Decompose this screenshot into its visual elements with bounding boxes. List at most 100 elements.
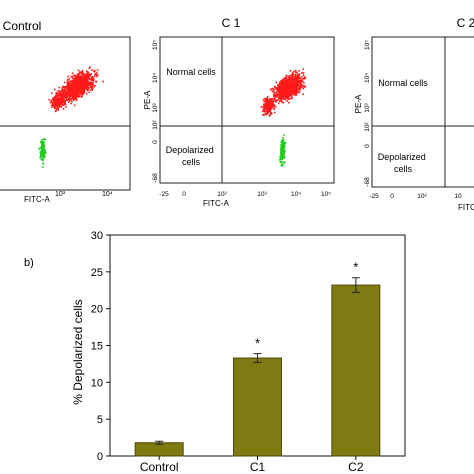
event-dot — [76, 79, 79, 82]
event-dot — [281, 150, 283, 152]
event-dot — [266, 107, 269, 109]
event-dot — [275, 87, 277, 89]
event-dot — [287, 77, 290, 79]
event-dot — [62, 89, 65, 91]
event-dot — [266, 103, 268, 105]
event-dot — [72, 99, 75, 101]
event-dot — [63, 96, 66, 99]
event-dot — [68, 93, 70, 95]
x-axis-label: FITC — [458, 203, 474, 212]
event-dot — [271, 98, 274, 100]
event-dot — [275, 88, 277, 90]
event-dot — [85, 92, 88, 95]
event-dot — [75, 90, 77, 93]
event-dot — [76, 81, 78, 84]
event-dot — [77, 84, 79, 86]
event-dot — [72, 83, 74, 85]
event-dot — [294, 82, 297, 85]
event-dot — [85, 85, 88, 88]
event-dot — [64, 88, 67, 91]
event-dot — [66, 92, 68, 95]
event-dot — [282, 91, 285, 94]
y-tick-label: 0 — [364, 144, 371, 148]
event-dot — [279, 84, 281, 87]
event-dot — [88, 82, 91, 85]
event-dot — [275, 101, 277, 103]
event-dot — [65, 86, 68, 89]
event-dot — [283, 98, 286, 100]
event-dot — [286, 83, 288, 85]
event-dot — [76, 92, 78, 94]
event-dot — [286, 81, 289, 83]
event-dot — [281, 151, 284, 154]
event-dot — [71, 80, 73, 83]
event-dot — [66, 91, 69, 93]
event-dot — [88, 78, 91, 80]
x-tick-label: C2 — [348, 460, 364, 474]
event-dot — [42, 147, 44, 150]
event-dot — [67, 101, 70, 103]
event-dot — [42, 159, 44, 161]
event-dot — [263, 113, 266, 116]
event-dot — [283, 82, 285, 84]
event-dot — [283, 87, 286, 89]
event-dot — [294, 94, 297, 96]
panel-b-label: b) — [24, 257, 34, 269]
event-dot — [284, 161, 286, 164]
event-dot — [284, 96, 287, 98]
x-tick-label: 10⁵ — [321, 191, 331, 198]
event-dot — [267, 109, 269, 111]
event-dot — [282, 93, 285, 96]
event-dot — [71, 77, 74, 79]
event-dot — [273, 86, 276, 88]
event-dot — [53, 101, 55, 103]
event-dot — [94, 73, 96, 76]
event-dot — [291, 80, 293, 82]
event-dot — [273, 93, 276, 96]
event-dot — [276, 94, 279, 97]
event-dot — [292, 86, 295, 89]
event-dot — [263, 104, 266, 107]
event-dot — [93, 75, 96, 78]
y-tick-label: 10² — [152, 119, 159, 129]
event-dot — [68, 92, 71, 94]
event-dot — [89, 83, 92, 85]
event-dot — [95, 73, 97, 76]
event-dot — [279, 158, 281, 161]
event-dot — [263, 103, 265, 105]
event-dot — [269, 112, 272, 115]
event-dot — [68, 91, 70, 93]
significance-marker: * — [353, 260, 358, 275]
event-dot — [289, 83, 292, 86]
event-dot — [284, 82, 287, 85]
event-dot — [280, 79, 282, 82]
event-dot — [51, 106, 53, 108]
event-dot — [273, 88, 275, 90]
y-tick-label: -68 — [364, 177, 371, 187]
event-dot — [55, 92, 58, 94]
event-dot — [54, 88, 56, 91]
event-dot — [298, 91, 301, 93]
event-dot — [88, 77, 90, 80]
event-dot — [54, 98, 56, 101]
event-dot — [81, 79, 83, 82]
event-dot — [64, 86, 66, 89]
event-dot — [301, 80, 304, 83]
event-dot — [74, 98, 77, 100]
event-dot — [290, 90, 293, 92]
event-dot — [80, 88, 83, 90]
y-axis-label: PE-A — [354, 94, 363, 113]
event-dot — [53, 97, 55, 99]
event-dot — [50, 104, 53, 107]
y-tick-label: 30 — [91, 230, 103, 242]
event-dot — [91, 76, 94, 78]
event-dot — [289, 93, 292, 96]
event-dot — [71, 97, 74, 99]
event-dot — [89, 89, 92, 91]
event-dot — [65, 95, 68, 98]
event-dot — [76, 93, 78, 96]
event-dot — [281, 139, 284, 142]
event-dot — [43, 155, 45, 157]
event-dot — [290, 86, 293, 88]
event-dot — [78, 83, 81, 85]
